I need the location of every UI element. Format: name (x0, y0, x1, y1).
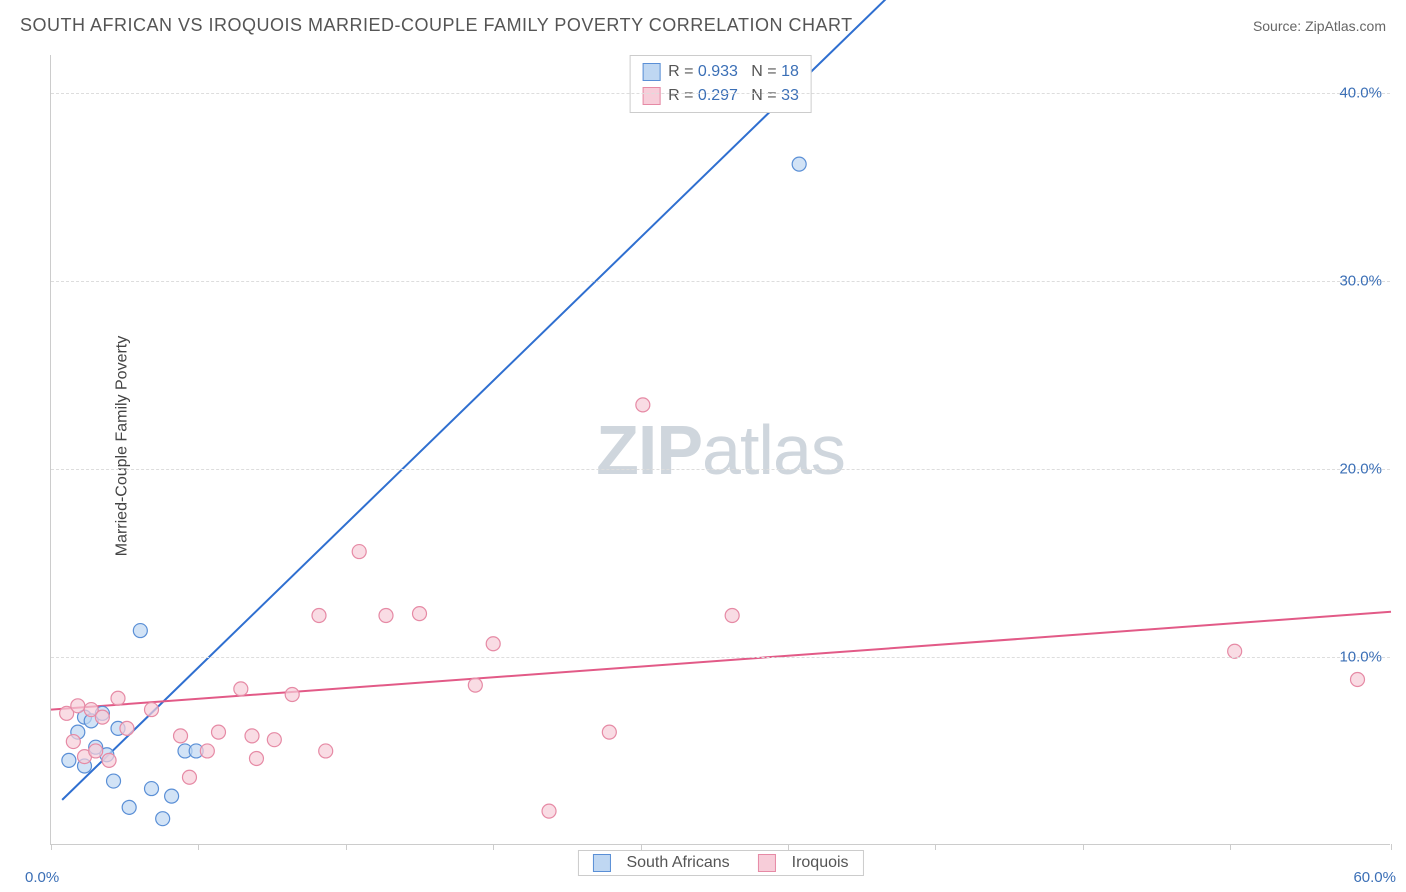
data-point (542, 804, 556, 818)
y-tick-label: 40.0% (1339, 84, 1382, 101)
data-point (725, 609, 739, 623)
y-tick-label: 10.0% (1339, 648, 1382, 665)
gridline (51, 93, 1390, 94)
data-point (156, 812, 170, 826)
y-tick-label: 20.0% (1339, 460, 1382, 477)
swatch-series-2 (642, 87, 660, 105)
n-label-2: N = (738, 84, 781, 108)
data-point (182, 770, 196, 784)
data-point (379, 609, 393, 623)
x-tick-mark (1391, 844, 1392, 850)
correlation-stats-box: R = 0.933 N = 18 R = 0.297 N = 33 (629, 55, 812, 113)
x-tick-mark (1230, 844, 1231, 850)
gridline (51, 469, 1390, 470)
trend-line (62, 0, 944, 800)
data-point (107, 774, 121, 788)
source-attribution: Source: ZipAtlas.com (1253, 18, 1386, 34)
legend-swatch-1 (592, 854, 610, 872)
x-tick-mark (1083, 844, 1084, 850)
plot-area: ZIPatlas R = 0.933 N = 18 R = 0.297 N = … (50, 55, 1390, 845)
stats-row-series-2: R = 0.297 N = 33 (642, 84, 799, 108)
data-point (267, 733, 281, 747)
data-point (413, 607, 427, 621)
r-value-2: 0.297 (698, 84, 738, 108)
x-axis-start-label: 0.0% (25, 869, 59, 886)
x-tick-mark (788, 844, 789, 850)
stats-row-series-1: R = 0.933 N = 18 (642, 60, 799, 84)
swatch-series-1 (642, 63, 660, 81)
gridline (51, 281, 1390, 282)
data-point (249, 751, 263, 765)
x-tick-mark (346, 844, 347, 850)
data-point (145, 782, 159, 796)
data-point (145, 703, 159, 717)
data-point (792, 157, 806, 171)
r-label-1: R = (668, 60, 698, 84)
x-axis-end-label: 60.0% (1353, 869, 1396, 886)
legend-label-2: Iroquois (792, 854, 849, 872)
x-tick-mark (641, 844, 642, 850)
data-point (352, 545, 366, 559)
n-value-1: 18 (781, 60, 799, 84)
data-point (111, 691, 125, 705)
x-tick-mark (935, 844, 936, 850)
data-point (71, 699, 85, 713)
n-value-2: 33 (781, 84, 799, 108)
legend-label-1: South Africans (626, 854, 729, 872)
data-point (468, 678, 482, 692)
gridline (51, 657, 1390, 658)
n-label-1: N = (738, 60, 781, 84)
data-point (95, 710, 109, 724)
r-value-1: 0.933 (698, 60, 738, 84)
legend-item-1: South Africans (592, 854, 729, 872)
data-point (89, 744, 103, 758)
chart-header: SOUTH AFRICAN VS IROQUOIS MARRIED-COUPLE… (20, 15, 1386, 36)
data-point (174, 729, 188, 743)
source-name: ZipAtlas.com (1305, 18, 1386, 34)
y-tick-label: 30.0% (1339, 272, 1382, 289)
data-point (102, 753, 116, 767)
legend-swatch-2 (758, 854, 776, 872)
chart-svg (51, 55, 1390, 844)
x-tick-mark (198, 844, 199, 850)
data-point (602, 725, 616, 739)
data-point (66, 735, 80, 749)
data-point (1351, 672, 1365, 686)
data-point (319, 744, 333, 758)
data-point (165, 789, 179, 803)
data-point (636, 398, 650, 412)
data-point (62, 753, 76, 767)
x-tick-mark (493, 844, 494, 850)
data-point (245, 729, 259, 743)
data-point (133, 624, 147, 638)
data-point (212, 725, 226, 739)
legend-item-2: Iroquois (758, 854, 849, 872)
legend: South Africans Iroquois (577, 850, 863, 876)
data-point (234, 682, 248, 696)
data-point (312, 609, 326, 623)
data-point (120, 721, 134, 735)
chart-title: SOUTH AFRICAN VS IROQUOIS MARRIED-COUPLE… (20, 15, 853, 36)
trend-line (51, 612, 1391, 710)
data-point (486, 637, 500, 651)
data-point (200, 744, 214, 758)
source-prefix: Source: (1253, 18, 1305, 34)
x-tick-mark (51, 844, 52, 850)
data-point (122, 800, 136, 814)
data-point (285, 688, 299, 702)
r-label-2: R = (668, 84, 698, 108)
